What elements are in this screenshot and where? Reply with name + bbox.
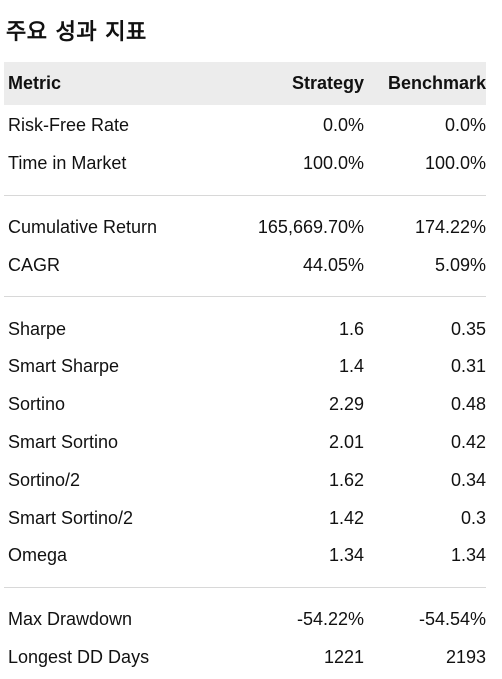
table-header: Metric Strategy Benchmark bbox=[4, 62, 486, 105]
benchmark-cell: 0.0% bbox=[444, 115, 486, 136]
benchmark-cell: 174.22% bbox=[414, 216, 486, 237]
metric-cell: Risk-Free Rate bbox=[8, 115, 130, 136]
strategy-cell: -54.22% bbox=[296, 609, 364, 630]
benchmark-cell: 5.09% bbox=[434, 254, 486, 275]
strategy-cell: 1.6 bbox=[338, 318, 364, 339]
table-row: Time in Market 100.0% 100.0% bbox=[4, 145, 486, 183]
table-row: Cumulative Return 165,669.70% 174.22% bbox=[4, 209, 486, 247]
strategy-cell: 1.62 bbox=[328, 469, 364, 490]
benchmark-cell: 0.31 bbox=[450, 356, 486, 377]
table-row: Longest DD Days 1221 2193 bbox=[4, 639, 486, 677]
table-row: Sortino/2 1.62 0.34 bbox=[4, 461, 486, 499]
strategy-cell: 100.0% bbox=[302, 153, 364, 174]
metrics-table: Metric Strategy Benchmark Risk-Free Rate… bbox=[4, 62, 486, 676]
strategy-cell: 44.05% bbox=[302, 254, 364, 275]
strategy-cell: 1.34 bbox=[328, 545, 364, 566]
metric-cell: Sortino/2 bbox=[8, 469, 81, 490]
benchmark-cell: 2193 bbox=[445, 646, 486, 667]
section-divider bbox=[4, 586, 486, 588]
table-row: CAGR 44.05% 5.09% bbox=[4, 246, 486, 284]
section-divider bbox=[4, 194, 486, 196]
table-row: Sharpe 1.6 0.35 bbox=[4, 310, 486, 348]
metric-cell: Smart Sortino bbox=[8, 431, 119, 452]
strategy-cell: 2.29 bbox=[328, 394, 364, 415]
header-benchmark: Benchmark bbox=[387, 73, 486, 93]
table-row: Risk-Free Rate 0.0% 0.0% bbox=[4, 107, 486, 145]
metric-cell: Sortino bbox=[8, 394, 66, 415]
header-metric: Metric bbox=[8, 73, 62, 93]
benchmark-cell: 0.48 bbox=[450, 394, 486, 415]
metric-cell: Cumulative Return bbox=[8, 216, 158, 237]
strategy-cell: 165,669.70% bbox=[257, 216, 364, 237]
metric-cell: Max Drawdown bbox=[8, 609, 133, 630]
metric-cell: Smart Sharpe bbox=[8, 356, 120, 377]
section-divider bbox=[4, 296, 486, 298]
strategy-cell: 1.42 bbox=[328, 507, 364, 528]
table-body: Risk-Free Rate 0.0% 0.0% Time in Market 100.… bbox=[4, 105, 486, 676]
table-row: Smart Sortino 2.01 0.42 bbox=[4, 424, 486, 462]
metric-cell: CAGR bbox=[8, 254, 61, 275]
table-row: Omega 1.34 1.34 bbox=[4, 537, 486, 575]
strategy-cell: 1221 bbox=[323, 646, 364, 667]
metric-cell: Omega bbox=[8, 545, 68, 566]
table-row: Smart Sortino/2 1.42 0.3 bbox=[4, 499, 486, 537]
table-row: Smart Sharpe 1.4 0.31 bbox=[4, 348, 486, 386]
table-row: Max Drawdown -54.22% -54.54% bbox=[4, 601, 486, 639]
benchmark-cell: 0.34 bbox=[450, 469, 486, 490]
page-title: 주요 성과 지표 bbox=[6, 20, 147, 45]
header-strategy: Strategy bbox=[291, 73, 364, 93]
benchmark-cell: 0.3 bbox=[460, 507, 486, 528]
benchmark-cell: 100.0% bbox=[424, 153, 486, 174]
strategy-cell: 1.4 bbox=[338, 356, 364, 377]
metric-cell: Smart Sortino/2 bbox=[8, 507, 134, 528]
strategy-cell: 2.01 bbox=[328, 431, 364, 452]
benchmark-cell: 0.42 bbox=[450, 431, 486, 452]
table-row: Sortino 2.29 0.48 bbox=[4, 386, 486, 424]
benchmark-cell: 1.34 bbox=[450, 545, 486, 566]
strategy-cell: 0.0% bbox=[322, 115, 364, 136]
metric-cell: Longest DD Days bbox=[8, 646, 150, 667]
metric-cell: Time in Market bbox=[8, 153, 127, 174]
metric-cell: Sharpe bbox=[8, 318, 67, 339]
benchmark-cell: -54.54% bbox=[418, 609, 486, 630]
benchmark-cell: 0.35 bbox=[450, 318, 486, 339]
